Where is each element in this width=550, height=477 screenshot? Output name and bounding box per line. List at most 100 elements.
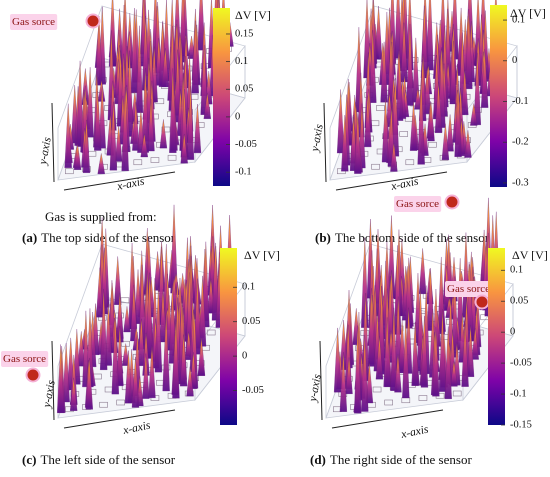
surface-spike [444, 326, 452, 399]
colorbar-tick-label: -0.05 [510, 358, 532, 369]
surface-spike [198, 275, 207, 347]
surface-spike [402, 319, 410, 399]
colorbar [213, 8, 230, 186]
surface-spike [64, 103, 72, 168]
surface-spike [111, 314, 119, 395]
colorbar-tick-label: 0.1 [235, 56, 248, 67]
panel: x-axis y-axis Gas sorce ΔV [V] 0.15 0.1 0.05 0 -… [10, 0, 271, 245]
colorbar-tick-label: 0.15 [235, 28, 253, 39]
surface-spike [441, 123, 450, 161]
colorbar-tick-label: -0.1 [512, 96, 529, 107]
gas-label-highlight [1, 351, 49, 367]
gas-source-marker [85, 13, 101, 29]
pad [372, 386, 382, 393]
surface-spike [345, 357, 353, 394]
surface-spike [394, 354, 402, 393]
pad [133, 159, 143, 166]
pad [65, 168, 74, 175]
surface-spike [130, 8, 139, 93]
y-axis-arrow [51, 102, 55, 183]
caption-text: The right side of the sensor [330, 452, 473, 467]
surface-spike [374, 5, 383, 60]
surface-spike [109, 80, 117, 131]
surface-spike [480, 49, 489, 108]
caption: (c) The left side of the sensor [22, 452, 176, 467]
gas-label-highlight [445, 281, 493, 297]
surface-spike [114, 125, 123, 162]
x-axis-label: x-axis [121, 419, 152, 437]
surface-spike [62, 343, 70, 403]
surface-spike [420, 315, 429, 388]
surface-spike [159, 119, 168, 149]
colorbar [490, 5, 507, 187]
surface-spike [186, 366, 194, 397]
surface-spike [147, 99, 155, 152]
caption-label: (d) [310, 452, 326, 467]
caption: (a) The top side of the sensor [22, 230, 176, 245]
panel: x-axis y-axis Gas sorce ΔV [V] 0.1 0.05 0 -0.05… [307, 197, 548, 467]
colorbar-tick-label: 0 [235, 111, 240, 122]
surface-spike [438, 309, 447, 392]
surface-spike [473, 52, 481, 126]
caption-label: (b) [315, 230, 331, 245]
surface-spike [179, 334, 188, 387]
caption: (b) The bottom side of the sensor [315, 230, 490, 245]
x-axis-label: x-axis [399, 423, 430, 441]
surface-spike [95, 16, 103, 86]
pad [418, 395, 428, 401]
surface-spike [148, 345, 156, 399]
surface-spike [116, 292, 124, 343]
gas-source-label: Gas sorce [12, 16, 55, 28]
colorbar-tick-label: -0.1 [235, 167, 252, 178]
surface-spike [114, 256, 122, 305]
pad [161, 126, 171, 133]
colorbar-tick-label: -0.1 [510, 388, 527, 399]
surface-spike [86, 67, 94, 138]
pad [384, 399, 393, 406]
surface-spike [121, 86, 129, 171]
surface-spike [82, 119, 91, 173]
surface-spike [197, 337, 206, 376]
colorbar-tick-label: 0.05 [242, 316, 260, 327]
caption-label: (a) [22, 230, 37, 245]
x-axis-arrow [63, 409, 176, 429]
surface-spike [426, 0, 434, 71]
surface-spike [387, 215, 396, 299]
surface-spike [161, 48, 169, 88]
surface-spike [450, 360, 458, 387]
gas-source-label: Gas sorce [396, 198, 439, 210]
surface-spike [94, 90, 102, 151]
surface-spike [172, 319, 180, 399]
surface-spike [409, 101, 418, 151]
surface-spike [162, 313, 170, 392]
colorbar-tick-label: 0.1 [510, 265, 523, 276]
surface-spike [131, 356, 140, 408]
surface-spike [405, 257, 413, 329]
colorbar-title: ΔV [V] [235, 8, 271, 22]
surface-spike [465, 9, 473, 90]
surface-spike [446, 114, 454, 152]
surface-spike [364, 95, 372, 148]
surface-spike [471, 327, 479, 360]
surface-spike [419, 248, 427, 295]
x-axis-arrow [335, 171, 448, 191]
y-axis-label: y-axis [307, 373, 324, 404]
surface-spike [180, 134, 188, 164]
colorbar-tick-label: 0.05 [510, 296, 528, 307]
y-axis-arrow [323, 102, 327, 183]
surface-spike [339, 352, 348, 412]
colorbar-title: ΔV [V] [512, 248, 548, 262]
surface-spike [432, 327, 440, 397]
pad [167, 154, 177, 161]
surface-spike [395, 56, 404, 121]
surface-spike [169, 68, 177, 153]
pad [99, 401, 108, 408]
caption: (d) The right side of the sensor [310, 452, 472, 467]
surface-spike [142, 353, 150, 399]
surface-spike [400, 22, 408, 83]
surface-spike [390, 142, 398, 172]
surface-spike [73, 144, 82, 170]
surface-spike [466, 264, 474, 342]
surface-spike [411, 321, 419, 386]
y-axis-label: y-axis [41, 379, 58, 410]
